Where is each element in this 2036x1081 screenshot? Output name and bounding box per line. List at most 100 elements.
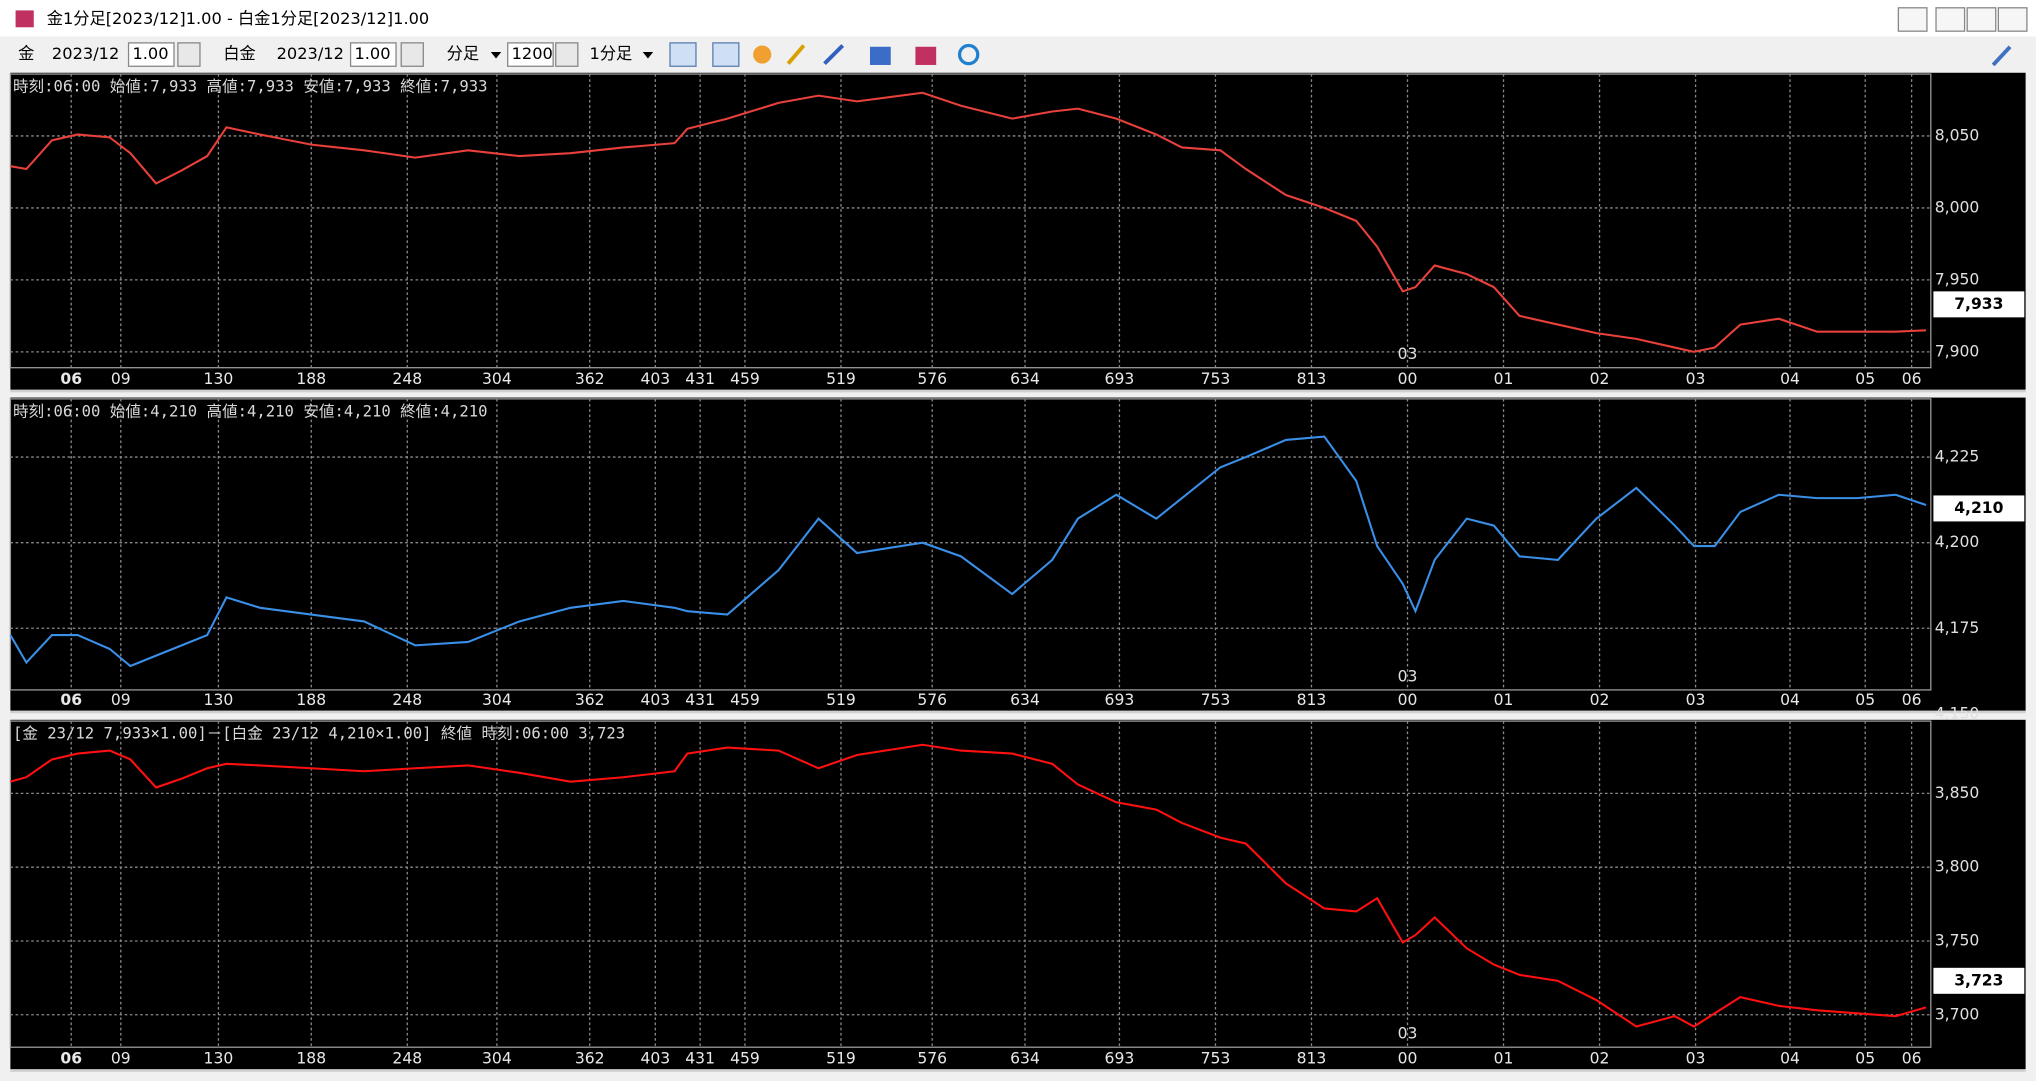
x-tick-label: 519 (826, 370, 856, 388)
panel-bg (10, 397, 2026, 711)
x-tick-label: 304 (482, 1049, 512, 1067)
x-tick-label: 05 (1855, 691, 1875, 709)
month-label: 2023/12 (52, 44, 119, 63)
y-tick-label: 4,175 (1935, 619, 1980, 637)
multiplier-value: 1.00 (132, 44, 168, 63)
settings-icon[interactable] (1991, 45, 2012, 67)
x-tick-label: 09 (111, 1049, 131, 1067)
symbol-label: 金 (18, 44, 34, 63)
x-tick-label: 813 (1297, 1049, 1327, 1067)
x-tick-label: 04 (1780, 370, 1800, 388)
plot-frame (9, 720, 1932, 1048)
x-tick-label: 634 (1010, 691, 1040, 709)
x-tick-label: 03 (1686, 1049, 1706, 1067)
tool-icon[interactable] (669, 42, 697, 67)
x-tick-label: 634 (1010, 1049, 1040, 1067)
tool-icon[interactable] (712, 42, 740, 67)
spinner[interactable] (400, 42, 424, 67)
day-marker: 03 (1398, 345, 1418, 363)
spinner[interactable] (555, 42, 579, 67)
x-tick-label: 188 (296, 1049, 326, 1067)
x-tick-label: 03 (1686, 691, 1706, 709)
x-tick-label: 693 (1105, 370, 1135, 388)
x-tick-label: 06 (1902, 691, 1922, 709)
title-bar (0, 0, 2036, 37)
x-tick-label: 02 (1590, 370, 1610, 388)
panel-bg (10, 72, 2026, 390)
charts: 7,900 7,950 8,000 8,050 06 09 130 188 248 304 362 4… (9, 72, 2026, 1072)
x-tick-label: 188 (296, 691, 326, 709)
multiplier-input[interactable] (127, 42, 175, 67)
x-tick-label: 02 (1590, 691, 1610, 709)
x-tick-label: 06 (60, 370, 82, 388)
toolbar (0, 37, 2036, 72)
close-button[interactable] (1997, 7, 2028, 32)
price-line (10, 91, 1927, 353)
plot-frame (9, 398, 1932, 691)
dropdown-arrow (490, 51, 502, 59)
x-tick-label: 06 (60, 1049, 82, 1067)
x-tick-label: 459 (730, 370, 760, 388)
y-tick-label: 3,700 (1935, 1005, 1980, 1023)
period-dropdown[interactable]: 分足 (447, 44, 479, 63)
x-tick-label: 753 (1201, 1049, 1231, 1067)
y-tick-label: 3,800 (1935, 858, 1980, 876)
x-tick-label: 01 (1494, 370, 1514, 388)
day-marker: 03 (1398, 1025, 1418, 1043)
y-tick-label: 7,900 (1935, 342, 1980, 360)
interval-dropdown[interactable]: 1分足 (590, 44, 633, 63)
x-tick-label: 00 (1398, 1049, 1418, 1067)
tool-icon[interactable] (869, 46, 891, 65)
count-value: 1200 (512, 44, 553, 63)
panel-bg (10, 719, 2026, 1070)
app-icon (15, 10, 34, 28)
x-tick-label: 130 (204, 1049, 234, 1067)
x-tick-label: 248 (392, 1049, 422, 1067)
tool-icon[interactable] (823, 44, 845, 66)
x-tick-label: 362 (575, 370, 605, 388)
x-tick-label: 753 (1201, 691, 1231, 709)
tool-icon[interactable] (957, 43, 980, 66)
y-tick-label: 4,200 (1935, 533, 1980, 551)
minimize-button[interactable] (1935, 7, 1966, 32)
x-tick-label: 813 (1297, 370, 1327, 388)
x-tick-label: 304 (482, 691, 512, 709)
x-tick-label: 459 (730, 1049, 760, 1067)
x-tick-label: 05 (1855, 370, 1875, 388)
tool-icon[interactable] (915, 46, 937, 65)
month-label: 2023/12 (277, 44, 344, 63)
window-buttons[interactable] (1897, 7, 2028, 32)
restore-button[interactable] (1897, 7, 1928, 32)
x-tick-label: 362 (575, 691, 605, 709)
tool-icon[interactable] (786, 44, 806, 65)
dropdown-arrow (642, 51, 654, 59)
price-line (9, 435, 1927, 668)
ohlc-header: 時刻:06:00 始値:7,933 高値:7,933 安値:7,933 終値:7… (13, 78, 488, 96)
x-tick-label: 813 (1297, 691, 1327, 709)
x-tick-label: 431 (685, 691, 715, 709)
multiplier-input[interactable] (349, 42, 397, 67)
x-tick-label: 06 (1902, 1049, 1922, 1067)
x-tick-label: 459 (730, 691, 760, 709)
count-input[interactable] (507, 42, 554, 67)
y-tick-label: 3,850 (1935, 784, 1980, 802)
tool-icon[interactable] (753, 45, 772, 64)
x-tick-label: 00 (1398, 691, 1418, 709)
maximize-button[interactable] (1966, 7, 1997, 32)
tool-icons[interactable] (669, 42, 2012, 67)
x-tick-label: 576 (917, 370, 947, 388)
price-line (10, 743, 1927, 1028)
x-tick-label: 576 (917, 691, 947, 709)
last-value-label: 7,933 (1954, 295, 2003, 313)
last-value-label: 3,723 (1954, 971, 2003, 989)
x-tick-label: 519 (826, 691, 856, 709)
x-tick-label: 00 (1398, 370, 1418, 388)
x-tick-label: 09 (111, 691, 131, 709)
x-tick-label: 09 (111, 370, 131, 388)
x-tick-label: 431 (685, 1049, 715, 1067)
spinner[interactable] (177, 42, 201, 67)
x-tick-label: 248 (392, 691, 422, 709)
x-tick-label: 06 (60, 691, 82, 709)
